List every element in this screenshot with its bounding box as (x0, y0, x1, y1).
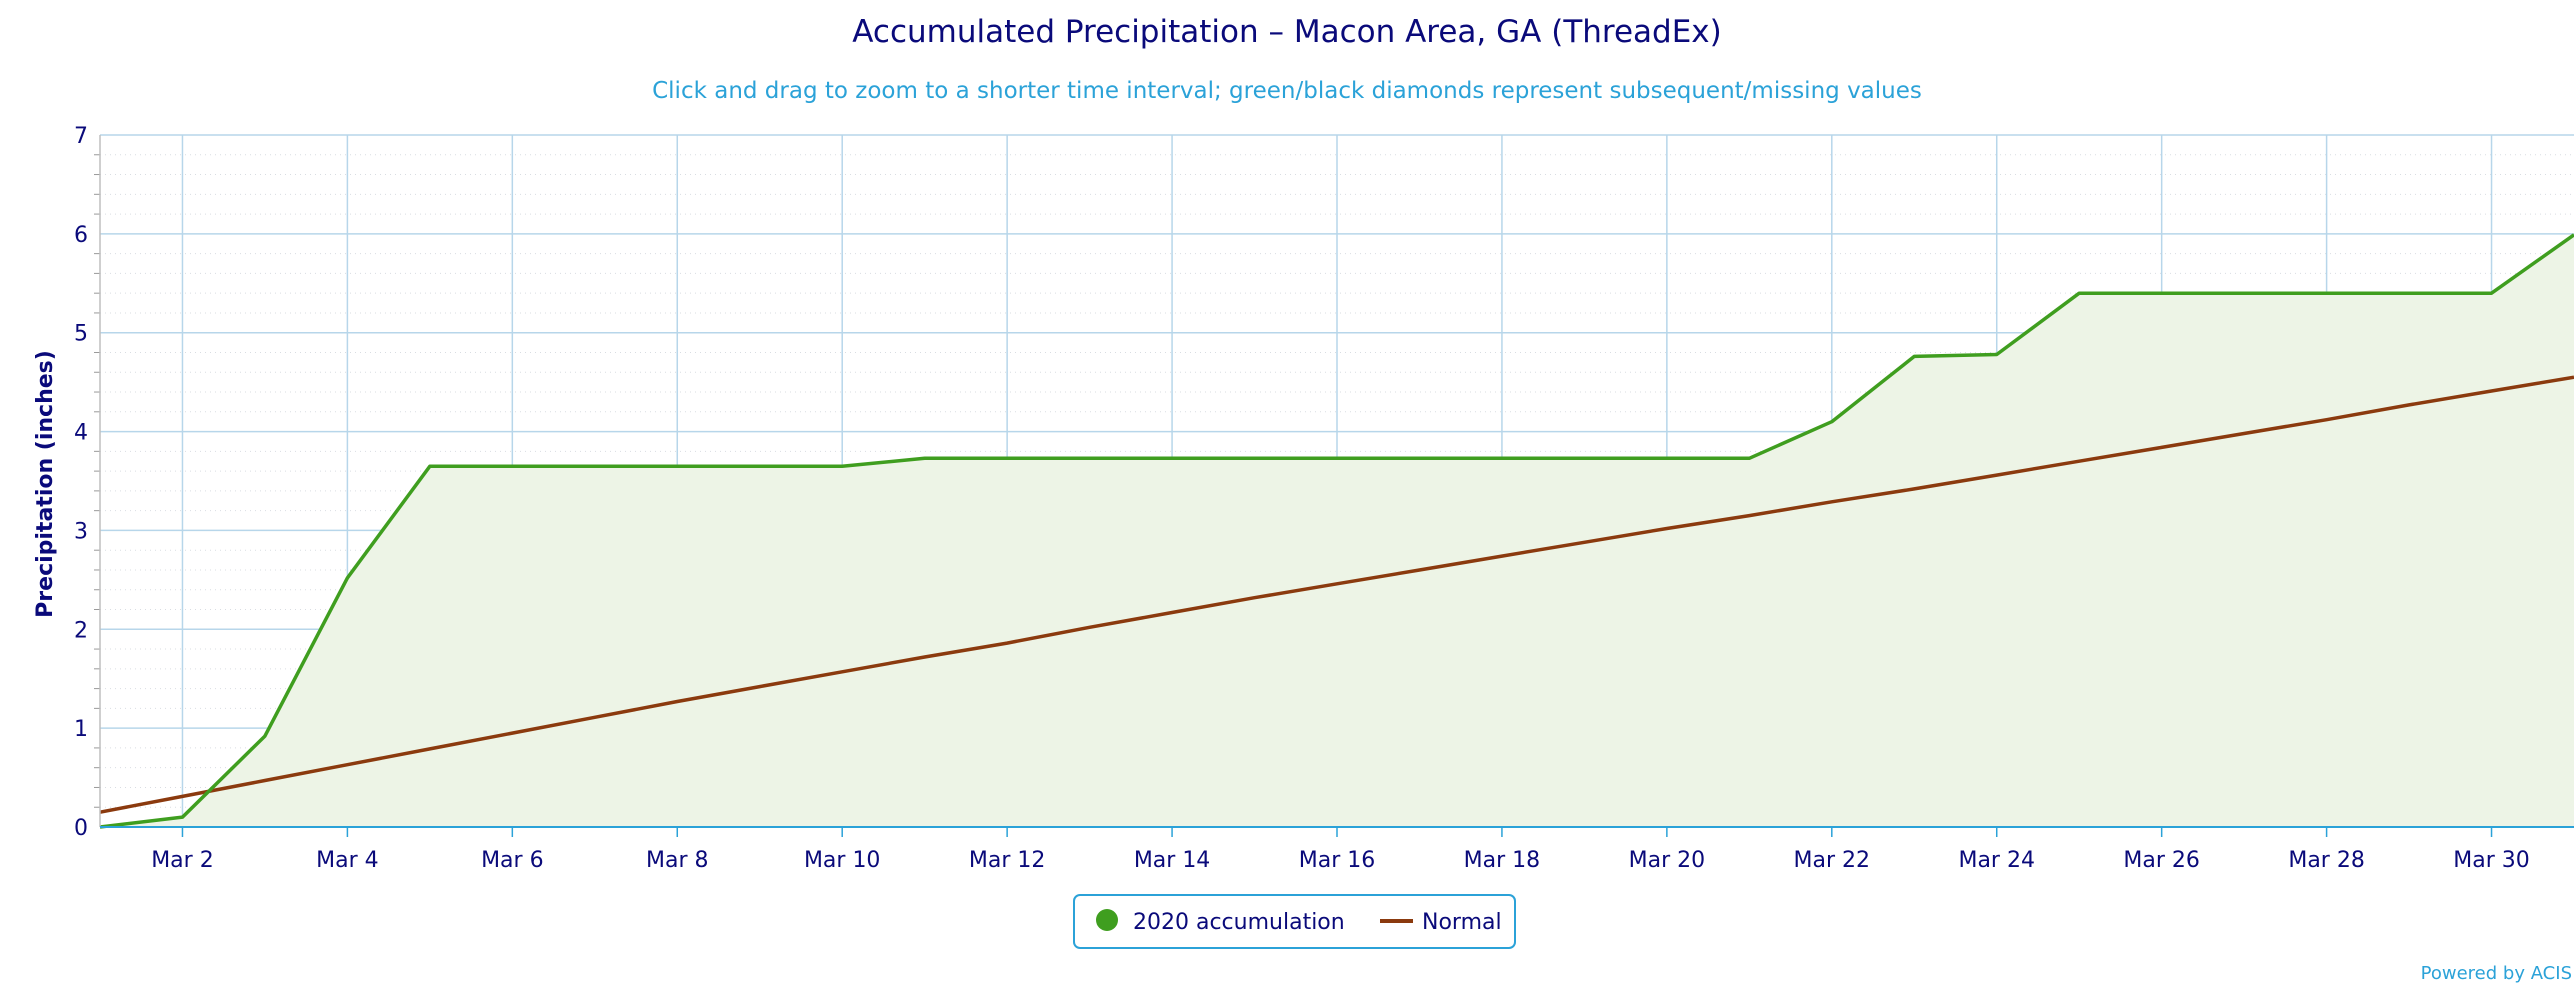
x-tick-label: Mar 12 (969, 848, 1046, 873)
series-area-2020-accumulation (100, 234, 2574, 828)
legend[interactable]: 2020 accumulation Normal (1073, 894, 1516, 949)
x-tick-label: Mar 22 (1794, 848, 1871, 873)
y-tick-label: 0 (74, 816, 88, 841)
x-tick-label: Mar 10 (804, 848, 881, 873)
chart-subtitle: Click and drag to zoom to a shorter time… (652, 78, 1922, 104)
y-tick-label: 5 (74, 322, 88, 347)
credits-link[interactable]: Powered by ACIS (2421, 963, 2572, 984)
legend-item-2020-accumulation[interactable]: 2020 accumulation (1096, 909, 1345, 935)
x-tick-label: Mar 18 (1464, 848, 1541, 873)
x-tick-label: Mar 20 (1629, 848, 1706, 873)
legend-label-normal: Normal (1422, 910, 1502, 935)
x-tick-label: Mar 28 (2288, 848, 2365, 873)
y-tick-label: 4 (74, 421, 88, 446)
y-tick-label: 3 (74, 519, 88, 544)
x-tick-label: Mar 30 (2453, 848, 2530, 873)
series-line-normal[interactable] (99, 375, 2574, 814)
legend-item-normal[interactable]: Normal (1380, 910, 1502, 935)
y-tick-label: 6 (74, 223, 88, 248)
x-tick-label: Mar 26 (2123, 848, 2200, 873)
y-tick-label: 1 (74, 717, 88, 742)
y-tick-label: 7 (74, 124, 88, 149)
x-tick-label: Mar 16 (1299, 848, 1376, 873)
x-tick-label: Mar 8 (646, 848, 709, 873)
chart-title: Accumulated Precipitation – Macon Area, … (852, 14, 1721, 50)
legend-box (1073, 894, 1516, 949)
y-tick-label: 2 (74, 618, 88, 643)
x-tick-label: Mar 4 (316, 848, 379, 873)
x-tick-label: Mar 6 (481, 848, 544, 873)
legend-label-2020-accumulation: 2020 accumulation (1133, 910, 1345, 935)
series-layer (99, 233, 2574, 829)
legend-symbol-2020-accumulation (1096, 909, 1118, 931)
x-tick-label: Mar 2 (151, 848, 214, 873)
y-axis-title: Precipitation (inches) (33, 350, 58, 618)
axis-layer: 0 1 2 3 4 5 6 7 Mar 2 Mar 4 Mar 6 Mar 8 Mar 10 Mar 12… (74, 124, 2574, 873)
x-tick-label: Mar 24 (1958, 848, 2035, 873)
series-line-2020-accumulation[interactable] (99, 233, 2574, 829)
x-tick-label: Mar 14 (1134, 848, 1211, 873)
